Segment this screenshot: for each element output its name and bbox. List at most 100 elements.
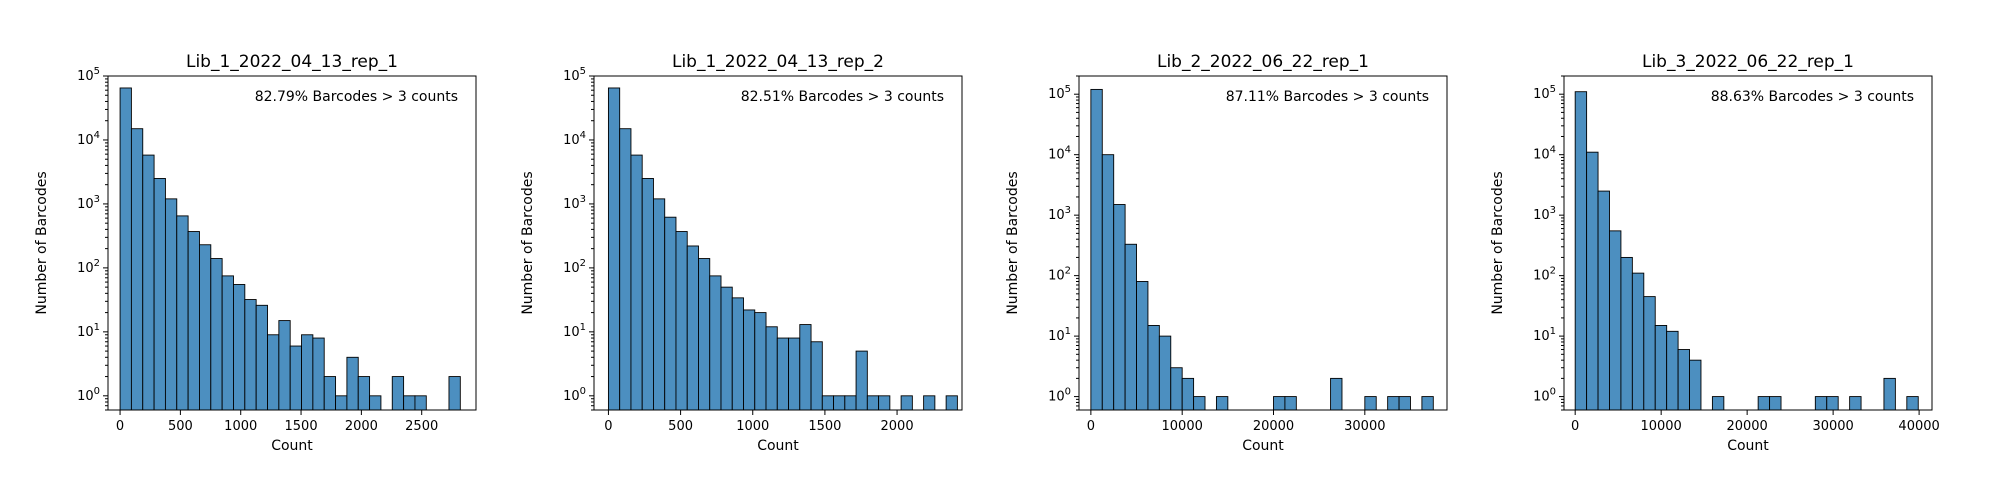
- x-tick-label: 30000: [1344, 419, 1385, 434]
- plot-frame: [1078, 75, 1448, 411]
- histogram-bar: [641, 178, 654, 411]
- y-tick-label: 100: [1533, 387, 1556, 405]
- x-tick-label: 10000: [1640, 419, 1681, 434]
- histogram-bar: [743, 309, 756, 411]
- histogram-bar: [1421, 396, 1434, 411]
- x-tick-label: 500: [668, 419, 693, 434]
- histogram-bar: [210, 258, 223, 411]
- histogram-bar: [1666, 330, 1679, 411]
- plot-frame: [1563, 75, 1933, 411]
- histogram-bar: [1215, 396, 1229, 411]
- histogram-bar: [630, 154, 643, 411]
- histogram-bar: [1757, 396, 1771, 411]
- histogram-bar: [142, 154, 155, 411]
- y-tick-label: 102: [1048, 266, 1071, 284]
- histogram-bar: [1284, 396, 1297, 411]
- histogram-bar: [720, 286, 733, 411]
- histogram-bar: [1906, 396, 1919, 411]
- y-tick-label: 102: [1533, 266, 1556, 284]
- histogram-bar: [221, 275, 234, 411]
- y-tick-label: 100: [1048, 387, 1071, 405]
- histogram-bar: [233, 284, 246, 411]
- chart-title: Lib_3_2022_06_22_rep_1: [1642, 52, 1854, 72]
- histogram-bar: [301, 334, 314, 411]
- histogram-bar: [1193, 396, 1206, 411]
- histogram-bar: [1273, 396, 1286, 411]
- histogram-bar: [1170, 367, 1183, 411]
- histogram-bar: [335, 395, 348, 411]
- y-tick-label: 101: [563, 322, 586, 340]
- x-axis-label: Count: [1242, 438, 1284, 454]
- histogram-bar: [153, 178, 166, 411]
- y-tick-label: 105: [563, 66, 586, 84]
- histogram-bar: [1711, 396, 1725, 411]
- y-tick-label: 100: [77, 386, 100, 404]
- histogram-bar: [1113, 204, 1126, 411]
- histogram-bar: [1136, 281, 1149, 411]
- histogram-bar: [619, 128, 632, 411]
- histogram-bar: [357, 376, 371, 411]
- x-tick-label: 20000: [1726, 419, 1767, 434]
- histogram-bar: [176, 215, 189, 411]
- histogram-bar: [731, 297, 744, 411]
- y-tick-label: 105: [77, 66, 100, 84]
- y-tick-label: 104: [1533, 145, 1556, 163]
- histogram-bar: [1147, 325, 1160, 411]
- chart-title: Lib_1_2022_04_13_rep_1: [186, 52, 398, 72]
- histogram-bar: [1387, 396, 1400, 411]
- histogram-bar: [1631, 272, 1645, 411]
- y-tick-label: 104: [77, 130, 100, 148]
- histogram-bar: [788, 337, 801, 411]
- percent-annotation: 82.51% Barcodes > 3 counts: [741, 89, 944, 105]
- y-tick-label: 103: [1048, 205, 1071, 223]
- histogram-bar: [1158, 335, 1172, 411]
- x-axis-label: Count: [1727, 438, 1769, 454]
- histogram-bar: [164, 198, 178, 411]
- histogram-bar: [1677, 349, 1690, 411]
- histogram-bar: [119, 87, 132, 411]
- histogram-bar: [414, 395, 427, 411]
- chart-panel-3: 0 10000 20000 30000 100 101 102 103 104 105 Lib_2_…: [1005, 52, 1448, 454]
- histogram-bar: [403, 395, 416, 411]
- histogram-bar: [866, 395, 880, 411]
- histogram-bar: [664, 216, 677, 411]
- histogram-bar: [187, 231, 200, 411]
- x-tick-label: 0: [604, 419, 612, 434]
- histogram-bar: [244, 299, 257, 411]
- chart-panel-4: 0 10000 20000 30000 40000 100 101 102 103 104 105 L…: [1490, 52, 1940, 454]
- histogram-bar: [199, 244, 212, 411]
- percent-annotation: 88.63% Barcodes > 3 counts: [1711, 89, 1914, 105]
- y-axis-label: Number of Barcodes: [34, 171, 50, 314]
- histogram-bar: [1101, 154, 1115, 411]
- histogram-bar: [1826, 396, 1839, 411]
- histogram-bar: [1364, 396, 1377, 411]
- plot-frame: [107, 75, 477, 411]
- y-axis-label: Number of Barcodes: [1005, 171, 1021, 314]
- y-tick-label: 102: [77, 258, 100, 276]
- histogram-bar: [844, 395, 857, 411]
- histogram-bar: [1090, 88, 1103, 411]
- y-tick-label: 102: [563, 258, 586, 276]
- histogram-bar: [1574, 91, 1588, 411]
- histogram-bar: [945, 395, 958, 411]
- y-tick-label: 103: [77, 194, 100, 212]
- histogram-bar: [1654, 325, 1668, 411]
- histogram-bar: [130, 128, 144, 411]
- histogram-bar: [1586, 151, 1599, 411]
- y-tick-label: 101: [77, 322, 100, 340]
- histogram-bar: [821, 395, 835, 411]
- histogram-bar: [878, 395, 891, 411]
- histogram-bar: [833, 395, 846, 411]
- histogram-bar: [289, 345, 302, 411]
- y-tick-label: 104: [563, 130, 586, 148]
- y-tick-label: 101: [1048, 326, 1071, 344]
- histogram-bar: [1849, 396, 1862, 411]
- histogram-bar: [1398, 396, 1411, 411]
- histogram-bar: [675, 231, 688, 411]
- x-axis-label: Count: [757, 438, 799, 454]
- percent-annotation: 87.11% Barcodes > 3 counts: [1226, 89, 1429, 105]
- y-axis-label: Number of Barcodes: [520, 171, 536, 314]
- histogram-bar: [323, 376, 337, 411]
- x-axis-label: Count: [271, 438, 313, 454]
- histogram-bar: [278, 320, 291, 411]
